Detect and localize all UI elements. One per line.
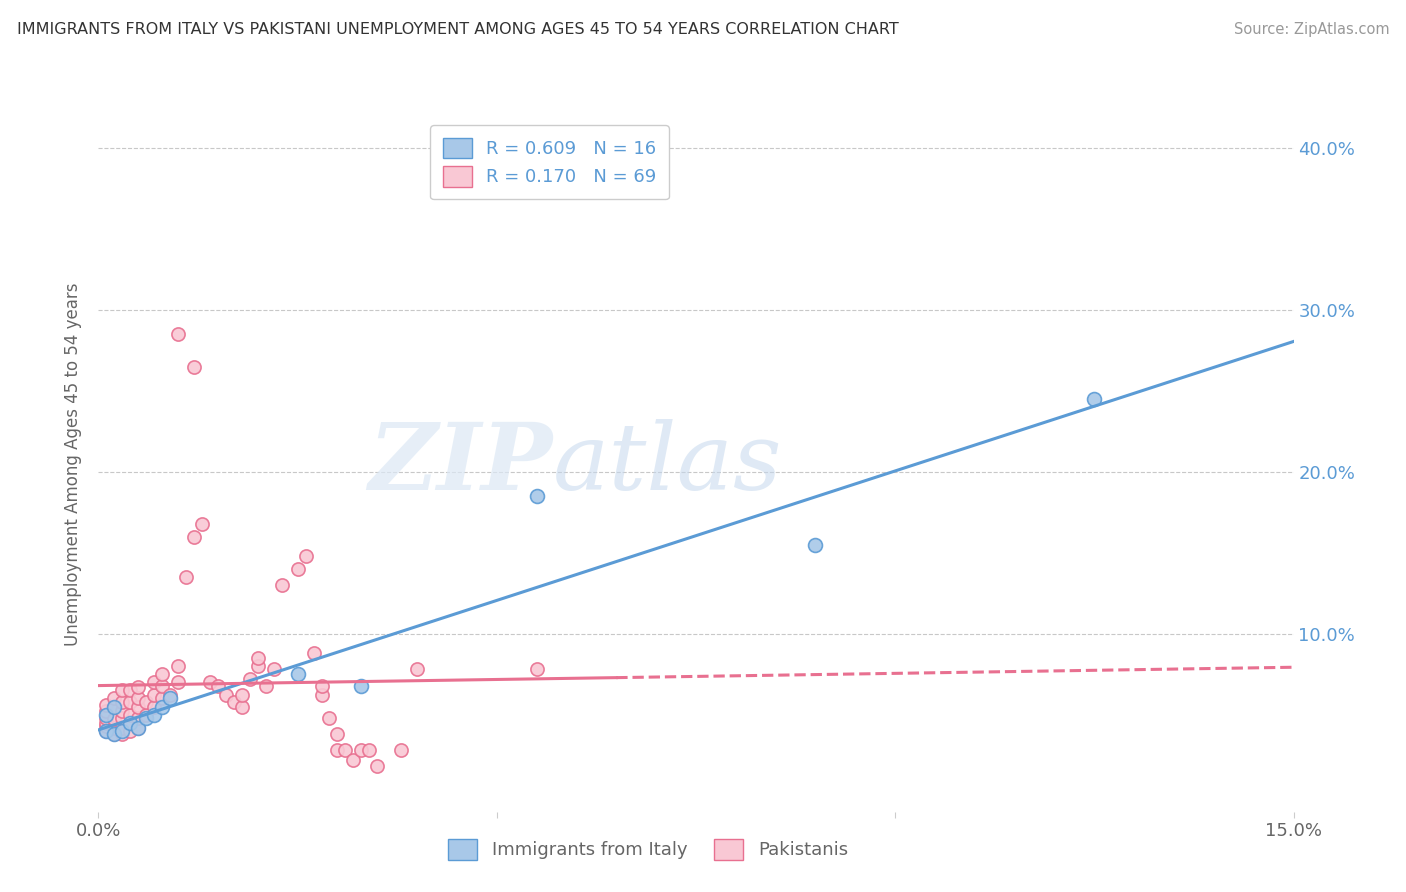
Point: [111, 727, 134, 741]
Point: [96, 698, 118, 712]
Point: [318, 711, 340, 725]
Point: [111, 683, 134, 698]
Point: [127, 721, 149, 735]
Point: [150, 699, 173, 714]
Point: [103, 699, 125, 714]
Point: [127, 699, 149, 714]
Point: [270, 578, 292, 592]
Point: [111, 695, 134, 709]
Point: [239, 672, 262, 686]
Point: [389, 743, 412, 757]
Point: [120, 715, 142, 730]
Point: [231, 688, 253, 702]
Point: [335, 743, 357, 757]
Point: [143, 675, 166, 690]
Point: [96, 711, 118, 725]
Point: [150, 691, 173, 706]
Point: [103, 721, 125, 735]
Point: [246, 659, 269, 673]
Point: [183, 359, 205, 374]
Point: [96, 723, 118, 738]
Point: [207, 679, 229, 693]
Point: [96, 705, 118, 719]
Point: [103, 699, 125, 714]
Point: [263, 662, 285, 676]
Point: [231, 699, 253, 714]
Point: [150, 667, 173, 681]
Point: [103, 713, 125, 727]
Point: [120, 707, 142, 722]
Point: [96, 715, 118, 730]
Point: [191, 516, 214, 531]
Point: [127, 691, 149, 706]
Text: atlas: atlas: [553, 419, 782, 508]
Point: [326, 727, 349, 741]
Point: [350, 679, 373, 693]
Point: [526, 489, 548, 503]
Point: [183, 530, 205, 544]
Point: [167, 327, 190, 342]
Point: [804, 538, 827, 552]
Point: [287, 667, 309, 681]
Point: [135, 711, 157, 725]
Point: [127, 680, 149, 694]
Point: [326, 743, 349, 757]
Point: [111, 721, 134, 735]
Point: [143, 688, 166, 702]
Point: [111, 705, 134, 719]
Point: [143, 699, 166, 714]
Point: [526, 662, 548, 676]
Point: [111, 711, 134, 725]
Point: [96, 719, 118, 733]
Point: [406, 662, 429, 676]
Point: [174, 570, 197, 584]
Point: [246, 651, 269, 665]
Point: [311, 688, 333, 702]
Point: [103, 727, 125, 741]
Point: [120, 695, 142, 709]
Text: IMMIGRANTS FROM ITALY VS PAKISTANI UNEMPLOYMENT AMONG AGES 45 TO 54 YEARS CORREL: IMMIGRANTS FROM ITALY VS PAKISTANI UNEMP…: [17, 22, 898, 37]
Point: [359, 743, 381, 757]
Legend: Immigrants from Italy, Pakistanis: Immigrants from Italy, Pakistanis: [436, 826, 860, 872]
Point: [167, 659, 190, 673]
Point: [294, 549, 316, 563]
Point: [302, 646, 325, 660]
Point: [366, 759, 388, 773]
Point: [287, 562, 309, 576]
Point: [159, 688, 181, 702]
Point: [350, 743, 373, 757]
Text: Source: ZipAtlas.com: Source: ZipAtlas.com: [1233, 22, 1389, 37]
Point: [120, 715, 142, 730]
Point: [96, 723, 118, 738]
Point: [311, 679, 333, 693]
Point: [1083, 392, 1105, 406]
Point: [111, 723, 134, 738]
Text: ZIP: ZIP: [368, 419, 553, 508]
Point: [96, 707, 118, 722]
Point: [103, 727, 125, 741]
Point: [120, 723, 142, 738]
Point: [198, 675, 221, 690]
Point: [120, 683, 142, 698]
Point: [103, 691, 125, 706]
Y-axis label: Unemployment Among Ages 45 to 54 years: Unemployment Among Ages 45 to 54 years: [65, 282, 83, 646]
Point: [143, 707, 166, 722]
Point: [127, 711, 149, 725]
Point: [254, 679, 277, 693]
Point: [127, 721, 149, 735]
Point: [159, 691, 181, 706]
Point: [150, 679, 173, 693]
Point: [215, 688, 238, 702]
Point: [135, 695, 157, 709]
Point: [167, 675, 190, 690]
Point: [342, 753, 364, 767]
Point: [222, 695, 245, 709]
Point: [135, 707, 157, 722]
